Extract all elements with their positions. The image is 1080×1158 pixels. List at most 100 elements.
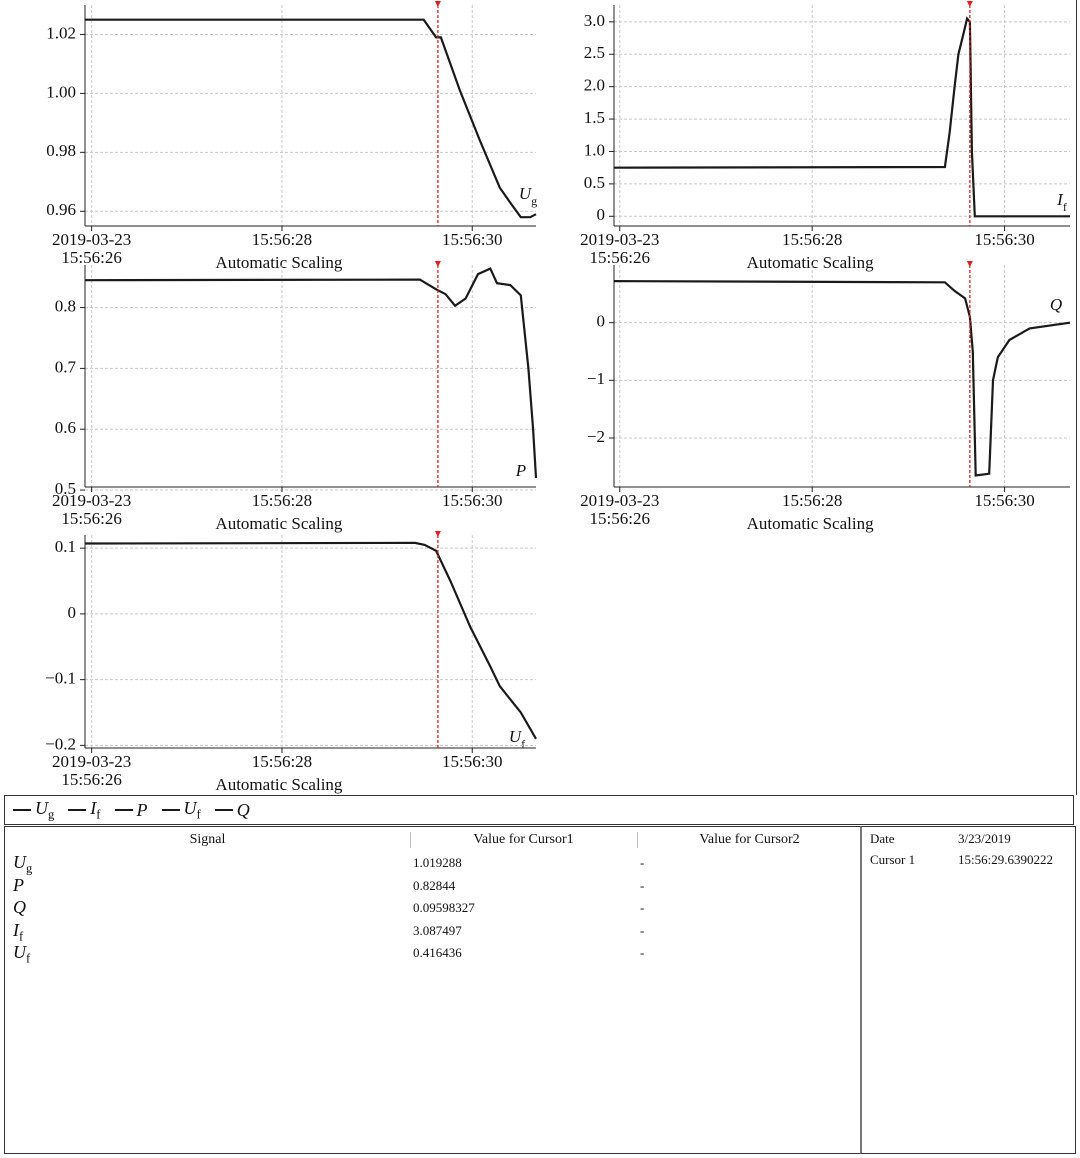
legend-item: Q (214, 799, 250, 821)
x-axis-label: Automatic Scaling (747, 253, 875, 272)
cell-value: - (640, 945, 645, 960)
x-tick-label: 2019-03-23 15:56:26 (52, 491, 131, 528)
legend-item: P (114, 799, 148, 821)
cursor-marker (434, 1, 441, 7)
signal-line (84, 541, 537, 740)
y-tick-label: −0.1 (45, 669, 76, 688)
signal-line (84, 267, 538, 478)
y-tick-label: 0 (597, 312, 606, 331)
x-tick-label: 15:56:30 (974, 230, 1034, 249)
column-header: Value for Cursor2 (699, 832, 800, 847)
cell-value: - (640, 855, 645, 870)
legend: Ug If P Uf Q (4, 795, 1074, 825)
signal-name: Ug (13, 852, 33, 876)
x-tick-label: 15:56:30 (442, 752, 502, 771)
legend-label: Uf (183, 797, 201, 822)
x-axis-label: Automatic Scaling (215, 514, 343, 533)
y-tick-label: 1.00 (46, 82, 76, 101)
signal-line (613, 16, 1070, 218)
x-axis-label: Automatic Scaling (747, 514, 875, 533)
x-tick-label: 2019-03-23 15:56:26 (580, 491, 659, 528)
y-tick-label: 0.6 (55, 418, 76, 437)
cell-value: 0.09598327 (413, 900, 475, 915)
legend-label: P (136, 799, 148, 820)
cell-value: - (640, 877, 645, 893)
y-tick-label: 0.7 (55, 357, 77, 376)
signal-label: Q (1050, 295, 1062, 314)
signal-name: Uf (13, 942, 31, 966)
x-tick-label: 2019-03-23 15:56:26 (580, 230, 659, 267)
y-tick-label: 2.5 (584, 43, 605, 62)
cell-value: 0.416436 (413, 945, 462, 960)
info-value: 3/23/2019 (958, 831, 1011, 846)
y-tick-label: −0.2 (45, 734, 76, 753)
y-tick-label: 0.1 (55, 537, 76, 556)
signal-label: If (1056, 190, 1067, 214)
signal-name: If (13, 919, 24, 944)
x-tick-label: 15:56:28 (252, 752, 312, 771)
y-tick-label: 0.98 (46, 141, 76, 160)
signal-label: P (515, 461, 526, 480)
x-axis-label: Automatic Scaling (215, 775, 343, 794)
cell-value: - (640, 900, 645, 915)
cursor-info: Date 3/23/2019 Cursor 1 15:56:29.6390222 (860, 826, 1076, 1154)
x-axis-label: Automatic Scaling (215, 253, 343, 272)
legend-swatch (214, 809, 233, 811)
x-tick-label: 15:56:30 (442, 491, 502, 510)
cell-value: - (640, 922, 645, 938)
cell-value: 1.019288 (413, 855, 462, 870)
legend-item: If (68, 797, 101, 823)
y-tick-label: 1.0 (584, 140, 605, 159)
y-tick-label: 0.8 (55, 296, 76, 315)
y-tick-label: 2.0 (584, 76, 605, 95)
y-tick-label: 1.5 (584, 108, 605, 127)
info-key: Date (870, 831, 895, 846)
info-key: Cursor 1 (870, 852, 916, 867)
cursor-marker (434, 531, 441, 537)
x-tick-label: 15:56:28 (782, 491, 842, 510)
x-tick-label: 2019-03-23 15:56:26 (52, 230, 131, 267)
cursor-marker (966, 261, 973, 267)
legend-swatch (114, 809, 133, 811)
signal-line (85, 18, 537, 219)
legend-swatch (13, 809, 31, 811)
signal-table: Signal Value for Cursor1 Value for Cursor2… (4, 826, 861, 1154)
legend-swatch (68, 809, 87, 811)
column-header: Signal (5, 832, 411, 848)
x-tick-label: 2019-03-23 15:56:26 (52, 752, 131, 789)
frame (1076, 0, 1077, 795)
y-tick-label: −2 (587, 427, 605, 446)
info-value: 15:56:29.6390222 (958, 852, 1053, 867)
cell-value: 3.087497 (413, 922, 462, 938)
signal-label: Ug (519, 184, 537, 208)
y-tick-label: 0 (597, 205, 606, 224)
signal-name: P (13, 874, 24, 895)
y-tick-label: 1.02 (46, 23, 76, 42)
y-tick-label: 0.96 (46, 200, 76, 219)
signal-label: Uf (509, 727, 525, 751)
x-tick-label: 15:56:28 (252, 230, 312, 249)
y-tick-label: 0.5 (584, 173, 605, 192)
x-tick-label: 15:56:30 (442, 230, 502, 249)
legend-label: Ug (35, 797, 55, 822)
legend-label: If (90, 797, 101, 822)
signal-line (613, 280, 1071, 477)
x-tick-label: 15:56:28 (252, 491, 312, 510)
legend-item: Uf (161, 797, 201, 823)
legend-label: Q (236, 799, 250, 820)
cursor-marker (966, 1, 973, 7)
x-tick-label: 15:56:28 (782, 230, 842, 249)
cursor-marker (434, 261, 441, 267)
cell-value: 0.82844 (413, 877, 456, 893)
x-tick-label: 15:56:30 (974, 491, 1034, 510)
legend-item: Ug (13, 798, 54, 823)
column-header: Value for Cursor1 (410, 832, 638, 848)
y-tick-label: −1 (587, 369, 605, 388)
signal-name: Q (13, 897, 26, 917)
y-tick-label: 0.5 (55, 479, 76, 498)
y-tick-label: 0 (68, 603, 77, 622)
legend-swatch (161, 809, 180, 811)
y-tick-label: 3.0 (584, 11, 605, 30)
